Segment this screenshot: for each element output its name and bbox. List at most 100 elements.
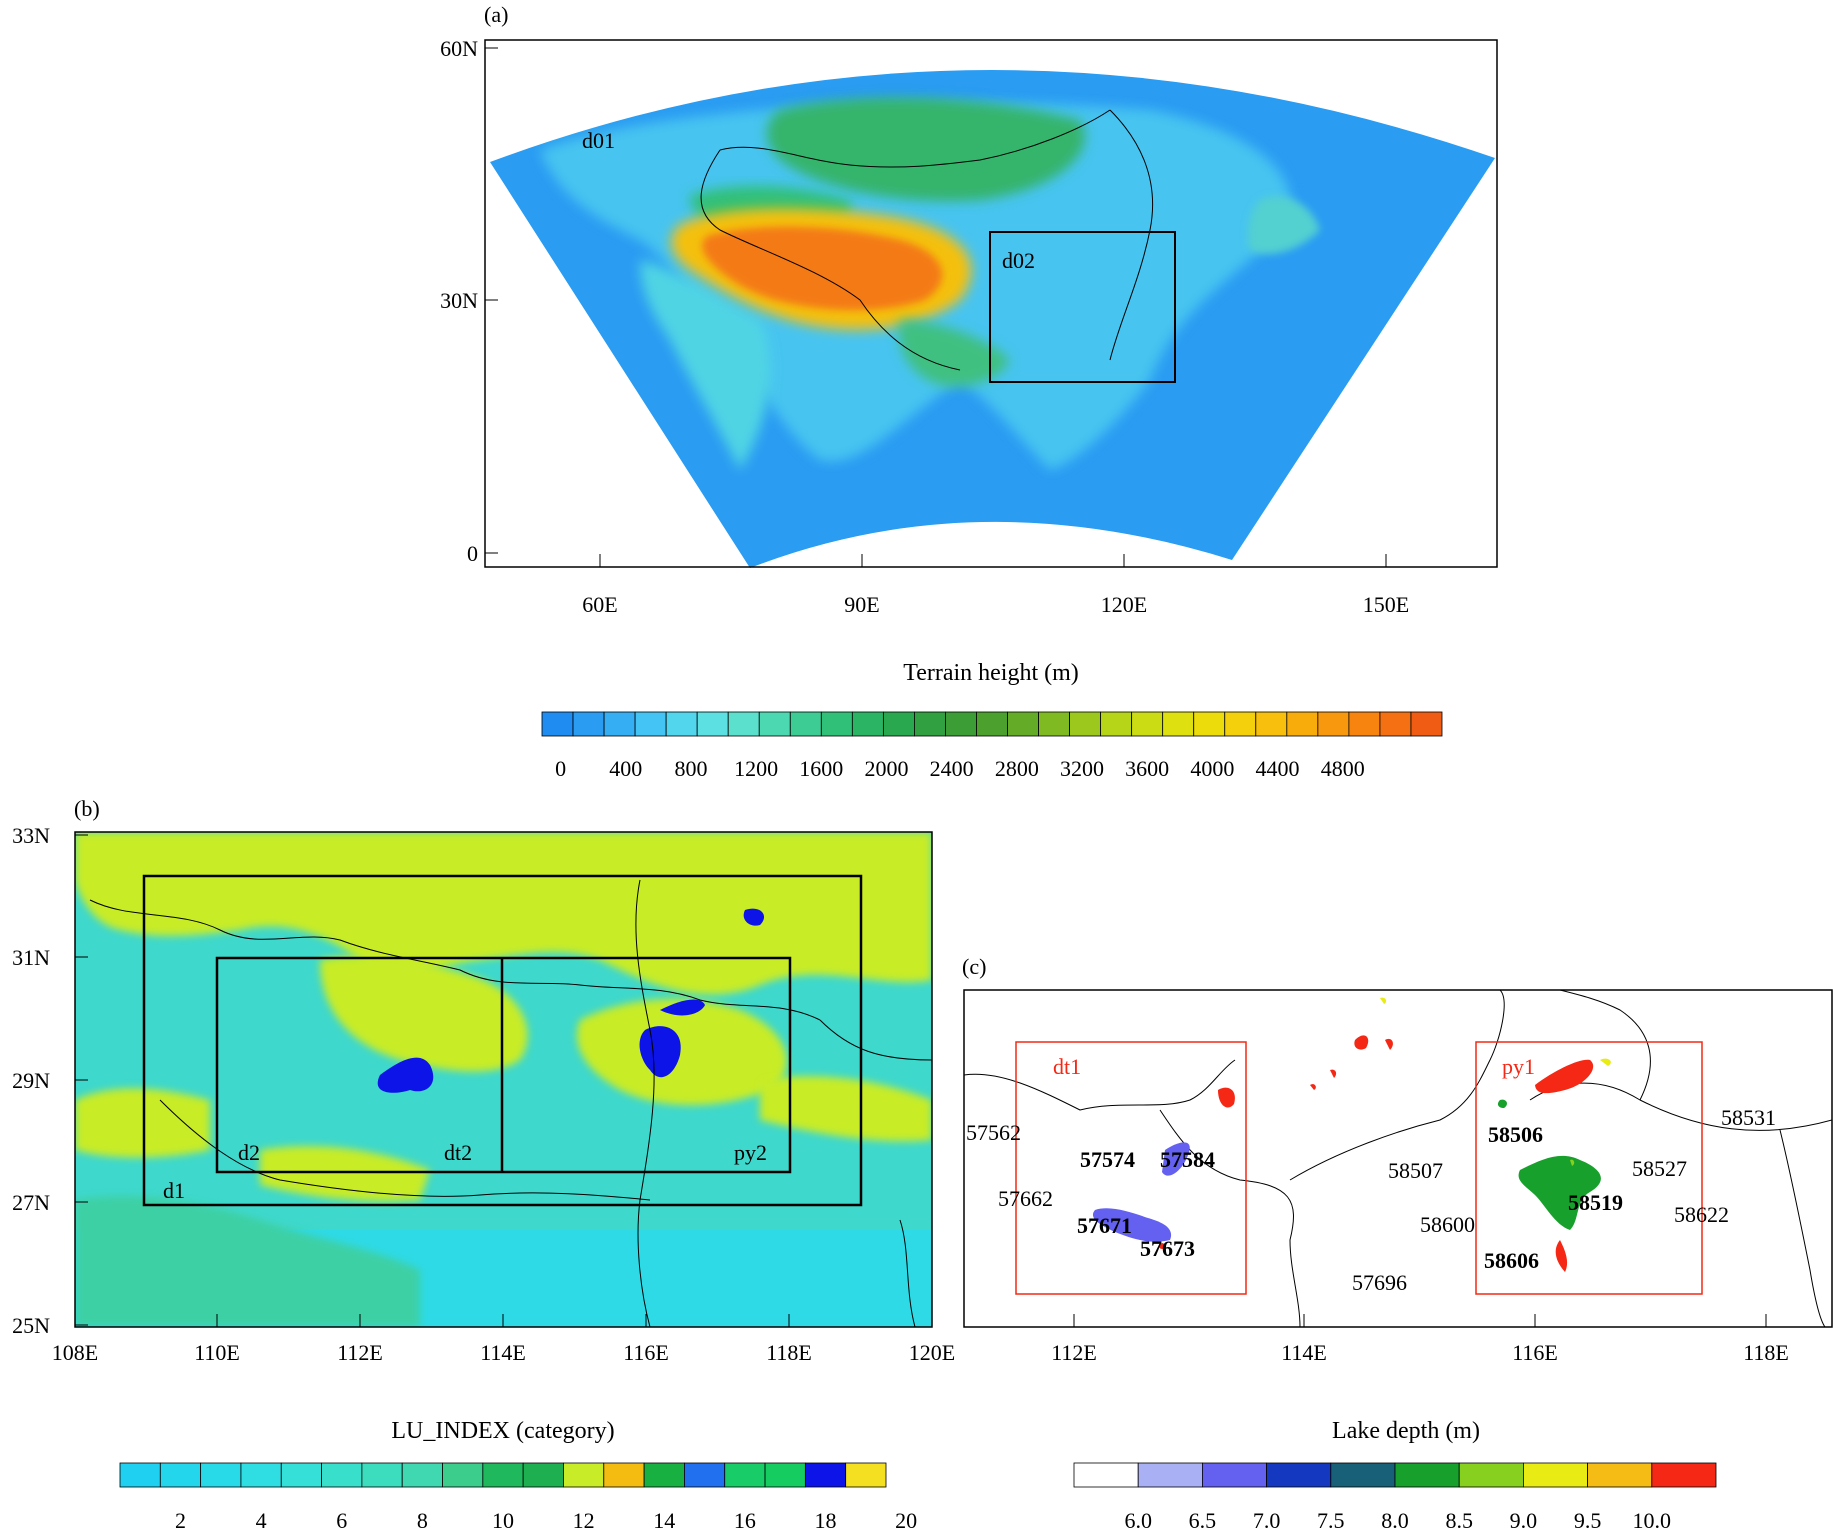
panel-b-lon-tick: 118E: [766, 1340, 812, 1365]
colorbar-a-tick: 3600: [1125, 756, 1169, 781]
colorbar-a: [542, 712, 1442, 736]
colorbar-c-swatch: [1202, 1463, 1266, 1487]
colorbar-b-swatch: [604, 1463, 644, 1487]
panel-c-lon-tick: 116E: [1512, 1340, 1558, 1365]
colorbar-b-ticks: 2 4 6 8 10 12 14 16 18 20: [175, 1508, 917, 1533]
station-58600: 58600: [1420, 1212, 1475, 1237]
colorbar-b-swatch: [241, 1463, 281, 1487]
colorbar-a-swatch: [790, 712, 821, 736]
panel-c: (c): [962, 954, 1832, 1533]
panel-c-label: (c): [962, 954, 986, 979]
colorbar-b-tick: 18: [815, 1508, 837, 1533]
panel-b-lon-tick: 108E: [52, 1340, 98, 1365]
station-58622: 58622: [1674, 1202, 1729, 1227]
colorbar-b-swatch: [684, 1463, 724, 1487]
panel-a-label: (a): [484, 2, 508, 27]
colorbar-c-swatch: [1074, 1463, 1138, 1487]
colorbar-b-tick: 16: [734, 1508, 756, 1533]
d02-label: d02: [1002, 248, 1035, 273]
colorbar-b-swatch: [483, 1463, 523, 1487]
colorbar-b-swatch: [120, 1463, 160, 1487]
colorbar-a-tick: 400: [609, 756, 642, 781]
colorbar-a-swatch: [573, 712, 604, 736]
colorbar-a-swatch: [1163, 712, 1194, 736]
station-57673: 57673: [1140, 1236, 1195, 1261]
station-58606: 58606: [1484, 1248, 1539, 1273]
colorbar-a-tick: 4000: [1190, 756, 1234, 781]
colorbar-b-tick: 12: [573, 1508, 595, 1533]
colorbar-c-swatch: [1395, 1463, 1459, 1487]
colorbar-a-swatch: [759, 712, 790, 736]
py1-label: py1: [1502, 1054, 1535, 1079]
colorbar-c-swatch: [1523, 1463, 1587, 1487]
colorbar-b-tick: 20: [895, 1508, 917, 1533]
colorbar-b-swatch: [281, 1463, 321, 1487]
colorbar-a-swatch: [1256, 712, 1287, 736]
station-57574: 57574: [1080, 1147, 1135, 1172]
station-58531: 58531: [1721, 1105, 1776, 1130]
panel-b-lon-tick: 112E: [337, 1340, 383, 1365]
panel-b-lon-tick: 116E: [623, 1340, 669, 1365]
colorbar-c-swatch: [1331, 1463, 1395, 1487]
panel-b-lon-tick: 110E: [194, 1340, 240, 1365]
colorbar-b-swatch: [805, 1463, 845, 1487]
colorbar-a-tick: 1200: [734, 756, 778, 781]
station-58527: 58527: [1632, 1156, 1687, 1181]
station-58506: 58506: [1488, 1122, 1543, 1147]
colorbar-a-swatch: [1194, 712, 1225, 736]
colorbar-c-tick: 8.5: [1445, 1508, 1473, 1533]
colorbar-c-swatch: [1267, 1463, 1331, 1487]
colorbar-a-swatch: [976, 712, 1007, 736]
colorbar-c-title: Lake depth (m): [1332, 1418, 1480, 1444]
colorbar-c-ticks: 6.0 6.5 7.0 7.5 8.0 8.5 9.0 9.5 10.0: [1124, 1508, 1671, 1533]
colorbar-a-swatch: [1225, 712, 1256, 736]
colorbar-b-tick: 2: [175, 1508, 186, 1533]
colorbar-c-swatch: [1138, 1463, 1202, 1487]
station-57584: 57584: [1160, 1147, 1215, 1172]
panel-b-lat-tick: 33N: [12, 823, 50, 848]
colorbar-a-ticks: 0 400 800 1200 1600 2000 2400 2800 3200 3600 4000 4…: [555, 756, 1365, 781]
d01-label: d01: [582, 128, 615, 153]
colorbar-b-swatch: [846, 1463, 886, 1487]
colorbar-a-swatch: [821, 712, 852, 736]
colorbar-c-tick: 8.0: [1381, 1508, 1409, 1533]
dt2-label: dt2: [444, 1140, 472, 1165]
lat-tick-0: 0: [467, 541, 478, 566]
colorbar-a-swatch: [635, 712, 666, 736]
lon-tick-120e: 120E: [1101, 592, 1147, 617]
station-57671: 57671: [1077, 1213, 1132, 1238]
colorbar-a-swatch: [1132, 712, 1163, 736]
colorbar-c-tick: 6.0: [1124, 1508, 1152, 1533]
colorbar-a-swatch: [666, 712, 697, 736]
colorbar-c-tick: 10.0: [1633, 1508, 1672, 1533]
colorbar-b-swatch: [765, 1463, 805, 1487]
colorbar-b-swatch: [160, 1463, 200, 1487]
station-57562: 57562: [966, 1120, 1021, 1145]
colorbar-b-title: LU_INDEX (category): [391, 1418, 614, 1444]
panel-c-lon-tick: 118E: [1743, 1340, 1789, 1365]
colorbar-a-swatch: [1101, 712, 1132, 736]
panel-b-lat-tick: 27N: [12, 1190, 50, 1215]
colorbar-c-swatch: [1588, 1463, 1652, 1487]
lat-tick-60n: 60N: [440, 36, 478, 61]
panel-b-lat-tick: 31N: [12, 945, 50, 970]
colorbar-b-tick: 8: [417, 1508, 428, 1533]
colorbar-a-swatch: [604, 712, 635, 736]
colorbar-a-tick: 4400: [1256, 756, 1300, 781]
colorbar-a-title: Terrain height (m): [903, 660, 1079, 686]
colorbar-b: [120, 1463, 886, 1487]
colorbar-b-swatch: [201, 1463, 241, 1487]
colorbar-b-tick: 4: [256, 1508, 267, 1533]
colorbar-b-swatch: [322, 1463, 362, 1487]
colorbar-a-swatch: [1287, 712, 1318, 736]
py2-label: py2: [734, 1140, 767, 1165]
colorbar-c-tick: 9.0: [1510, 1508, 1538, 1533]
panel-b-label: (b): [74, 796, 100, 821]
lat-tick-30n: 30N: [440, 288, 478, 313]
colorbar-b-tick: 10: [492, 1508, 514, 1533]
colorbar-a-tick: 2000: [864, 756, 908, 781]
colorbar-a-swatch: [1349, 712, 1380, 736]
colorbar-a-swatch: [1070, 712, 1101, 736]
colorbar-a-swatch: [945, 712, 976, 736]
colorbar-b-swatch: [563, 1463, 603, 1487]
